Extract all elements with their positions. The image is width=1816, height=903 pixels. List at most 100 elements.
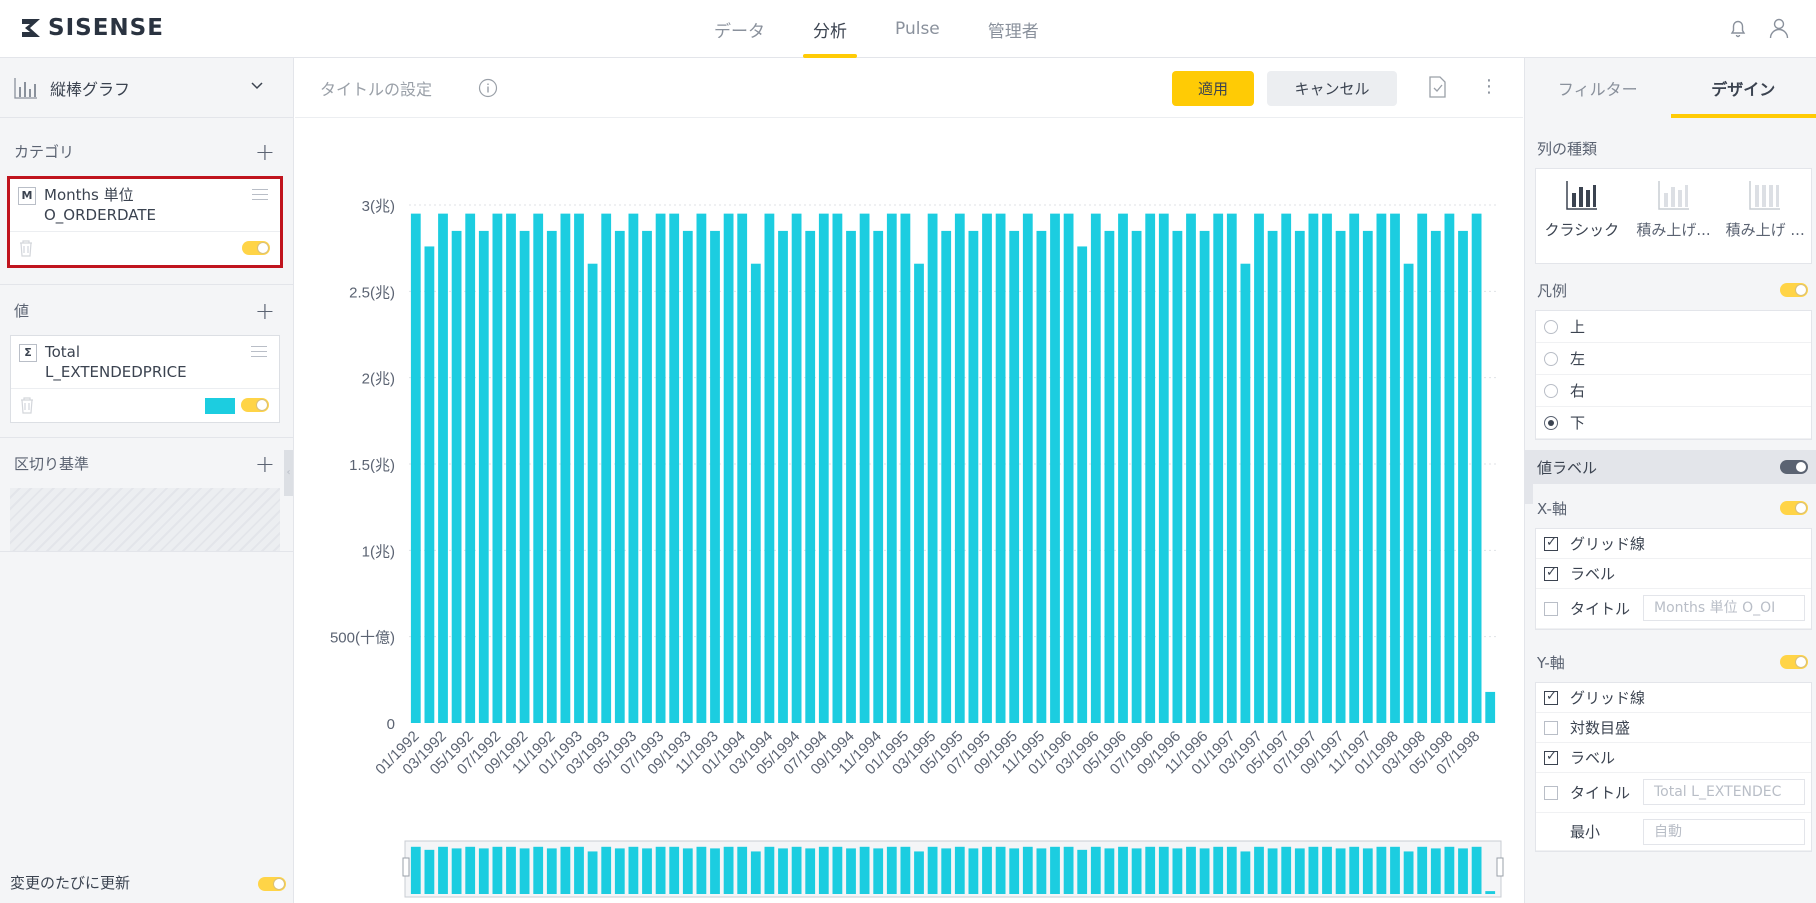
bell-icon[interactable] — [1726, 16, 1750, 40]
auto-update-toggle[interactable] — [258, 877, 286, 891]
series-color-swatch[interactable] — [205, 398, 235, 414]
trash-icon[interactable] — [18, 239, 34, 257]
navigator-bar — [560, 846, 571, 894]
column-type-classic[interactable]: クラシック — [1536, 169, 1628, 263]
chart-type-label: 縦棒グラフ — [50, 79, 131, 99]
nav-analytics[interactable]: 分析 — [789, 0, 871, 58]
x-grid-option[interactable]: グリッド線 — [1536, 529, 1811, 559]
breakby-title: 区切り基準 — [14, 454, 90, 473]
panel-collapse-handle[interactable]: ‹ — [284, 450, 293, 496]
info-icon[interactable] — [478, 78, 498, 98]
chevron-down-icon[interactable] — [250, 80, 264, 90]
navigator-bar — [1022, 846, 1033, 894]
legend-top-option[interactable]: 上 — [1536, 311, 1811, 343]
value-labels-toggle[interactable] — [1780, 460, 1808, 474]
add-category-plus-icon[interactable]: + — [254, 138, 275, 166]
bar — [832, 213, 843, 723]
category-toggle[interactable] — [242, 241, 270, 255]
bar — [1390, 213, 1400, 723]
y-log-option[interactable]: 対数目盛 — [1536, 713, 1811, 743]
navigator-bar — [1077, 849, 1088, 894]
nav-admin[interactable]: 管理者 — [987, 21, 1039, 42]
bar — [778, 230, 788, 723]
y-grid-option[interactable]: グリッド線 — [1536, 683, 1811, 713]
tab-filters[interactable]: フィルター — [1557, 80, 1638, 99]
navigator-bar — [1267, 848, 1278, 894]
chart-type-selector[interactable]: 縦棒グラフ — [0, 58, 293, 118]
bar — [982, 213, 992, 723]
value-toggle[interactable] — [241, 398, 269, 412]
navigator-bar — [1036, 848, 1047, 894]
nav-data[interactable]: データ — [714, 21, 765, 42]
user-icon[interactable] — [1767, 16, 1791, 40]
more-options-icon[interactable]: ⋮ — [1480, 76, 1498, 97]
navigator-bar — [859, 846, 870, 894]
y-axis-title: Y-軸 — [1525, 642, 1816, 682]
bar — [968, 230, 979, 723]
breakby-drop-zone[interactable] — [10, 488, 280, 552]
bar — [873, 230, 884, 723]
y-tick-label: 3(兆) — [362, 198, 395, 215]
y-axis-toggle[interactable] — [1780, 655, 1808, 669]
bar — [1186, 213, 1196, 723]
x-axis-title-input[interactable]: Months 単位 O_OI — [1643, 595, 1805, 621]
bar — [1158, 213, 1169, 723]
top-bar: SISENSE データ 分析 Pulse 管理者 — [0, 0, 1816, 58]
navigator-bar — [1281, 846, 1292, 894]
tab-design[interactable]: デザイン — [1670, 58, 1816, 118]
bar — [886, 213, 897, 723]
legend-left-label: 左 — [1570, 350, 1586, 368]
category-field-card[interactable]: M Months 単位 O_ORDERDATE — [10, 179, 280, 265]
category-field-line2: O_ORDERDATE — [44, 206, 157, 224]
column-type-stacked[interactable]: 積み上げ... — [1628, 169, 1720, 263]
range-navigator — [404, 840, 1502, 898]
drag-handle-icon[interactable] — [252, 189, 268, 204]
navigator-right-handle — [1496, 857, 1504, 877]
value-labels-row[interactable]: 値ラベル — [1525, 450, 1816, 484]
widget-title-input[interactable]: タイトルの設定 — [320, 80, 433, 99]
value-field-card[interactable]: Σ Total L_EXTENDEDPRICE — [10, 335, 280, 423]
auto-update-label: 変更のたびに更新 — [10, 874, 131, 892]
nav-pulse[interactable]: Pulse — [895, 19, 940, 39]
widget-editor: タイトルの設定 適用 キャンセル ⋮ 0 500(十億) 1(兆) 1.5(兆) 2(兆… — [295, 58, 1523, 903]
navigator-bar — [519, 848, 530, 894]
x-label-option[interactable]: ラベル — [1536, 559, 1811, 589]
drag-handle-icon[interactable] — [251, 346, 267, 361]
y-tick-label: 1(兆) — [362, 543, 395, 560]
bar — [519, 230, 530, 723]
bar — [1335, 230, 1346, 723]
cancel-button[interactable]: キャンセル — [1267, 71, 1397, 106]
bar — [1362, 230, 1373, 723]
x-title-option[interactable]: タイトル Months 単位 O_OI — [1536, 589, 1811, 629]
y-tick-label: 2(兆) — [362, 371, 395, 388]
export-icon[interactable] — [1427, 76, 1447, 98]
add-breakby-plus-icon[interactable]: + — [254, 450, 275, 478]
y-min-input[interactable]: 自動 — [1643, 819, 1805, 845]
bar — [1240, 263, 1251, 723]
navigator-bar — [1485, 891, 1496, 894]
radio-icon — [1544, 383, 1558, 398]
x-axis-toggle[interactable] — [1780, 501, 1808, 515]
navigator-bar — [805, 848, 816, 894]
y-title-option[interactable]: タイトル Total L_EXTENDEC — [1536, 773, 1811, 813]
add-value-plus-icon[interactable]: + — [254, 297, 275, 325]
sisense-logo-icon — [22, 19, 40, 37]
right-panel-collapse-handle[interactable] — [1525, 458, 1533, 504]
navigator-bar — [1294, 848, 1305, 894]
legend-right-option[interactable]: 右 — [1536, 375, 1811, 407]
y-axis-title-input[interactable]: Total L_EXTENDEC — [1643, 779, 1805, 805]
trash-icon[interactable] — [19, 396, 35, 414]
y-label-option[interactable]: ラベル — [1536, 743, 1811, 773]
navigator-bar — [601, 846, 612, 894]
legend-bottom-option[interactable]: 下 — [1536, 407, 1811, 439]
bar — [1036, 230, 1047, 723]
legend-toggle[interactable] — [1780, 283, 1808, 297]
navigator-bar — [614, 848, 625, 894]
column-type-stacked-100[interactable]: 積み上げ ... — [1719, 169, 1811, 263]
bar — [696, 213, 707, 723]
bar — [764, 213, 775, 723]
bar — [846, 230, 856, 723]
sisense-logo[interactable]: SISENSE — [20, 15, 164, 41]
legend-left-option[interactable]: 左 — [1536, 343, 1811, 375]
apply-button[interactable]: 適用 — [1172, 71, 1254, 106]
